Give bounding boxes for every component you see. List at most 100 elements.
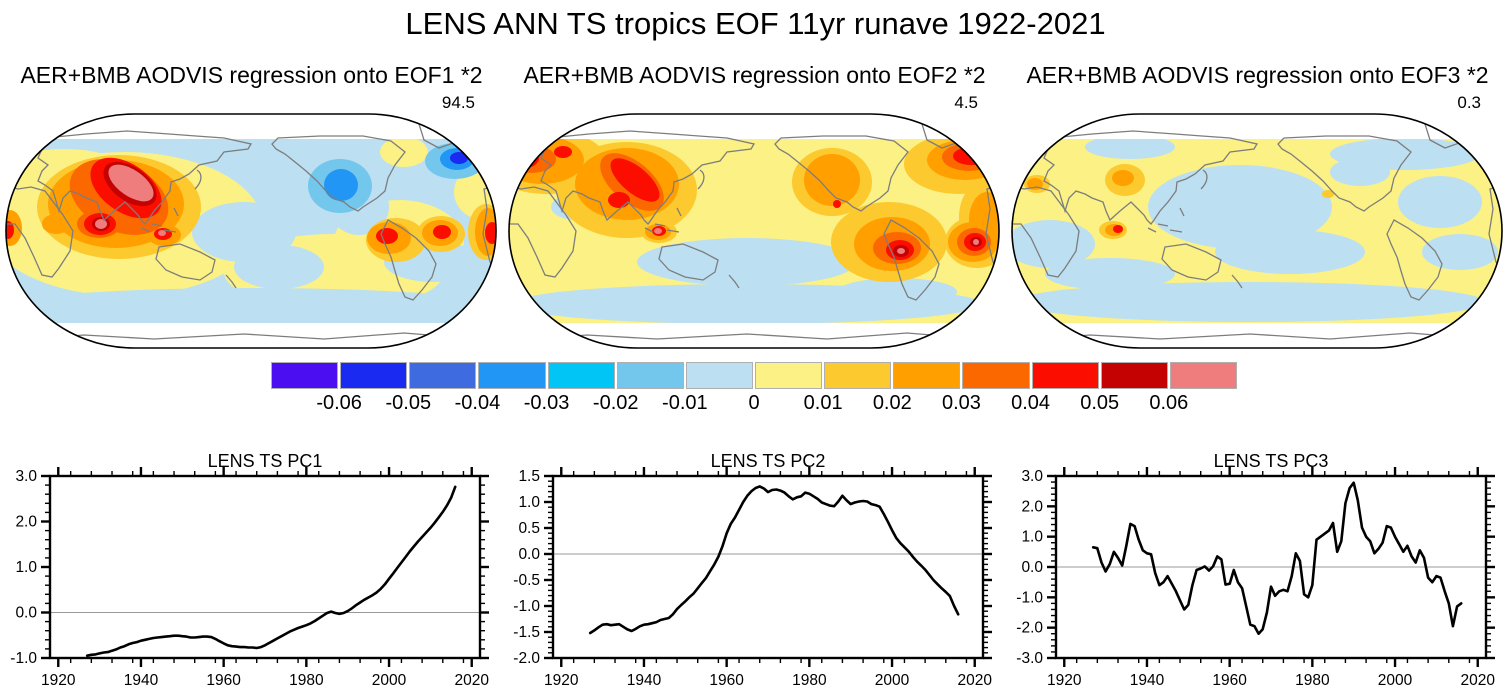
y-tick-label: -1.0	[1016, 589, 1043, 606]
pc1-chart: LENS TS PC1 1920 1940 1960 1980 2000 2020 -1.0 0…	[10, 451, 489, 689]
axes	[41, 467, 489, 667]
coastline	[173, 207, 179, 217]
coastline	[986, 146, 999, 169]
colorbar-segment	[271, 362, 339, 389]
coastline	[509, 184, 577, 278]
plot-frame	[48, 474, 482, 660]
colorbar-tick-label: 0.02	[872, 392, 912, 414]
coastline	[644, 223, 680, 233]
coastline	[1012, 137, 1040, 161]
colorbar-segment	[1169, 362, 1237, 389]
x-tick-label: 1980	[792, 672, 827, 689]
x-tick-label: 1960	[709, 672, 744, 689]
x-tick-label: 1980	[1295, 672, 1330, 689]
coastline	[658, 243, 719, 281]
eof1-map-fill	[6, 114, 496, 348]
variance-value-eof3: 0.3	[1457, 93, 1481, 112]
pc2-chart: LENS TS PC2 1920 1940 1960 1980 2000 2020 -2.0 -…	[513, 451, 992, 689]
chart-title: LENS TS PC1	[208, 451, 323, 471]
map-panel-eof3: AER+BMB AODVIS regression onto EOF3 *2 0…	[1006, 58, 1509, 358]
chart-title: LENS TS PC3	[1214, 451, 1329, 471]
y-tick-label: 1.5	[518, 468, 540, 485]
coastline	[1147, 223, 1183, 233]
coastline	[141, 223, 177, 233]
eof2-map-fill	[509, 114, 999, 348]
coastline	[774, 135, 909, 212]
colorbar-tick-label: -0.02	[592, 392, 639, 414]
y-tick-label: 1.0	[1021, 529, 1043, 546]
coastline	[676, 207, 682, 217]
colorbar-labels: -0.06 -0.05 -0.04 -0.03 -0.02 -0.01 0 0.01 0.02 0…	[270, 389, 1238, 417]
colorbar-segment	[962, 362, 1030, 389]
y-tick-label: -0.5	[513, 572, 540, 589]
coastline	[483, 146, 496, 169]
y-tick-label: 1.0	[15, 559, 37, 576]
variance-value-eof1: 94.5	[441, 93, 475, 112]
map-outline	[1011, 113, 1503, 349]
coastline	[1231, 274, 1243, 289]
colorbar-segment	[754, 362, 823, 389]
coastline	[6, 137, 34, 161]
y-tick-label: 3.0	[15, 468, 37, 485]
y-tick-label: 2.0	[1021, 498, 1043, 515]
coastline	[1179, 207, 1185, 217]
colorbar-tick-label: 0.06	[1149, 392, 1189, 414]
coastline	[271, 135, 406, 212]
map-title-eof1: AER+BMB AODVIS regression onto EOF1 *2	[20, 62, 483, 88]
pc-series-line	[85, 485, 457, 657]
eof3-regression-map	[1011, 113, 1503, 349]
y-tick-label: -3.0	[1016, 650, 1043, 667]
map-title-eof3: AER+BMB AODVIS regression onto EOF3 *2	[1026, 62, 1489, 88]
coastline	[728, 274, 740, 289]
colorbar-segment	[340, 362, 408, 389]
eof2-regression-map	[508, 113, 1000, 349]
plot-frame	[551, 474, 985, 660]
x-tick-label: 2000	[372, 672, 407, 689]
colorbar-segment	[1031, 362, 1099, 389]
colorbar-segment	[685, 362, 753, 389]
coastline	[1029, 332, 1485, 341]
coastline	[1277, 135, 1412, 212]
x-tick-label: 1920	[41, 672, 76, 689]
coastline	[1488, 184, 1502, 274]
pc-series-line	[588, 485, 960, 635]
colorbar-tick-label: -0.05	[385, 392, 432, 414]
x-tick-label: 1940	[627, 672, 662, 689]
coastline	[509, 137, 537, 161]
coastline	[6, 184, 74, 278]
y-tick-label: 0.5	[518, 520, 540, 537]
pc-series-line	[1091, 481, 1463, 635]
variance-value-eof2: 4.5	[954, 93, 978, 112]
axes	[544, 467, 992, 667]
coastline	[1043, 130, 1259, 225]
colorbar-boxes	[270, 362, 1238, 389]
x-tick-label: 1980	[289, 672, 324, 689]
y-tick-label: 0.0	[518, 546, 540, 563]
x-tick-label: 1960	[206, 672, 241, 689]
coastline	[37, 130, 253, 225]
map-outline	[5, 113, 497, 349]
coastline	[985, 184, 999, 274]
coastline	[380, 219, 437, 301]
colorbar: -0.06 -0.05 -0.04 -0.03 -0.02 -0.01 0 0.01 0.02 0…	[270, 362, 1238, 417]
colorbar-tick-label: 0.03	[941, 392, 981, 414]
x-tick-label: 2020	[1460, 672, 1495, 689]
coastline	[526, 332, 982, 341]
colorbar-tick-label: -0.03	[523, 392, 570, 414]
coastline	[697, 169, 705, 190]
colorbar-segment	[893, 362, 961, 389]
colorbar-tick-label: 0	[748, 392, 760, 414]
y-tick-label: -2.0	[513, 650, 540, 667]
coastline	[23, 332, 479, 341]
colorbar-tick-label: 0.04	[1011, 392, 1051, 414]
map-panel-eof2: AER+BMB AODVIS regression onto EOF2 *2 4…	[503, 58, 1006, 358]
coastline	[1386, 219, 1443, 301]
x-tick-label: 1920	[544, 672, 579, 689]
coastline	[1012, 184, 1080, 278]
y-tick-label: -1.0	[10, 650, 37, 667]
map-title-eof2: AER+BMB AODVIS regression onto EOF2 *2	[523, 62, 986, 88]
x-tick-label: 1940	[1130, 672, 1165, 689]
colorbar-segment	[409, 362, 477, 389]
coastline	[473, 151, 483, 161]
